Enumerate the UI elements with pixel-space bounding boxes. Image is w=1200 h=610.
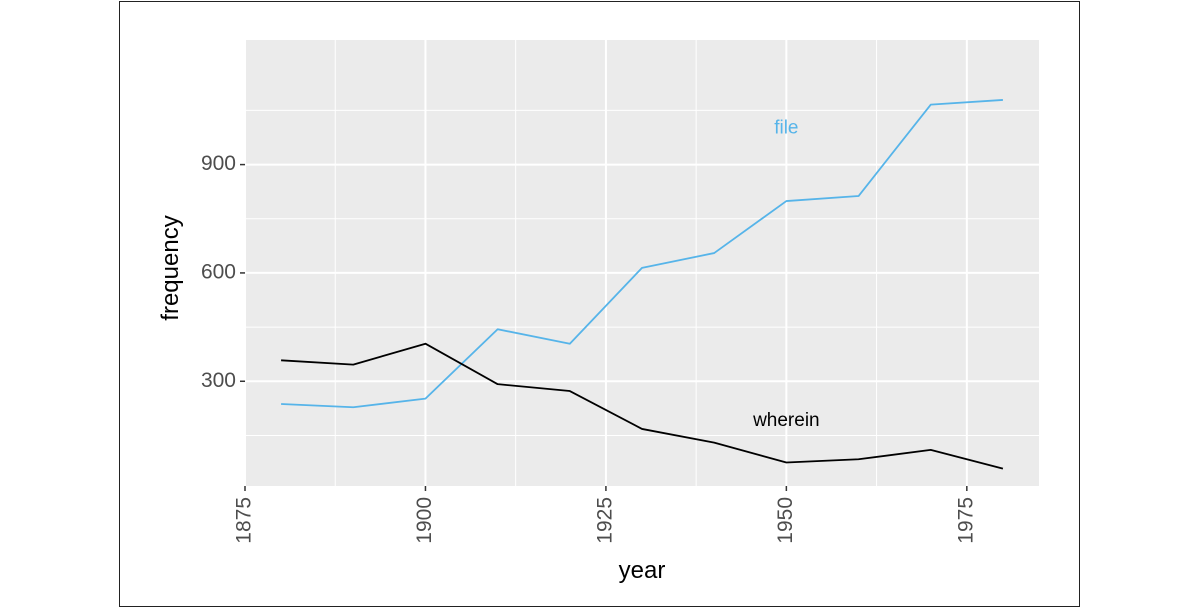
- series-labels: file wherein: [752, 117, 820, 431]
- series-label-file: file: [774, 117, 798, 138]
- series-line-wherein: [281, 342, 1004, 470]
- series-lines: [281, 99, 1004, 470]
- y-tick-label: 900: [201, 152, 236, 175]
- axis-ticks: [240, 163, 968, 491]
- plot-panel: [245, 40, 1039, 486]
- minor-gridlines: [245, 40, 1039, 486]
- figure-frame: file wherein 1875 1900 1925 1950 1975 300 600 9…: [119, 1, 1080, 607]
- major-gridlines: [244, 40, 1039, 486]
- x-tick-label: 1925: [593, 497, 616, 544]
- x-tick-label: 1875: [233, 497, 256, 544]
- series-label-wherein: wherein: [752, 410, 820, 431]
- x-axis-title: year: [619, 557, 666, 584]
- y-axis-title: frequency: [157, 215, 184, 320]
- series-line-file: [281, 99, 1003, 409]
- x-tick-label: 1950: [774, 497, 797, 544]
- line-chart: file wherein 1875 1900 1925 1950 1975 300 600 9…: [157, 40, 1039, 584]
- y-tick-label: 300: [201, 369, 236, 392]
- x-tick-label: 1975: [954, 497, 977, 544]
- x-tick-labels: 1875 1900 1925 1950 1975: [233, 497, 978, 544]
- y-tick-labels: 300 600 900: [201, 152, 236, 392]
- y-tick-label: 600: [201, 260, 236, 283]
- x-tick-label: 1900: [413, 497, 436, 544]
